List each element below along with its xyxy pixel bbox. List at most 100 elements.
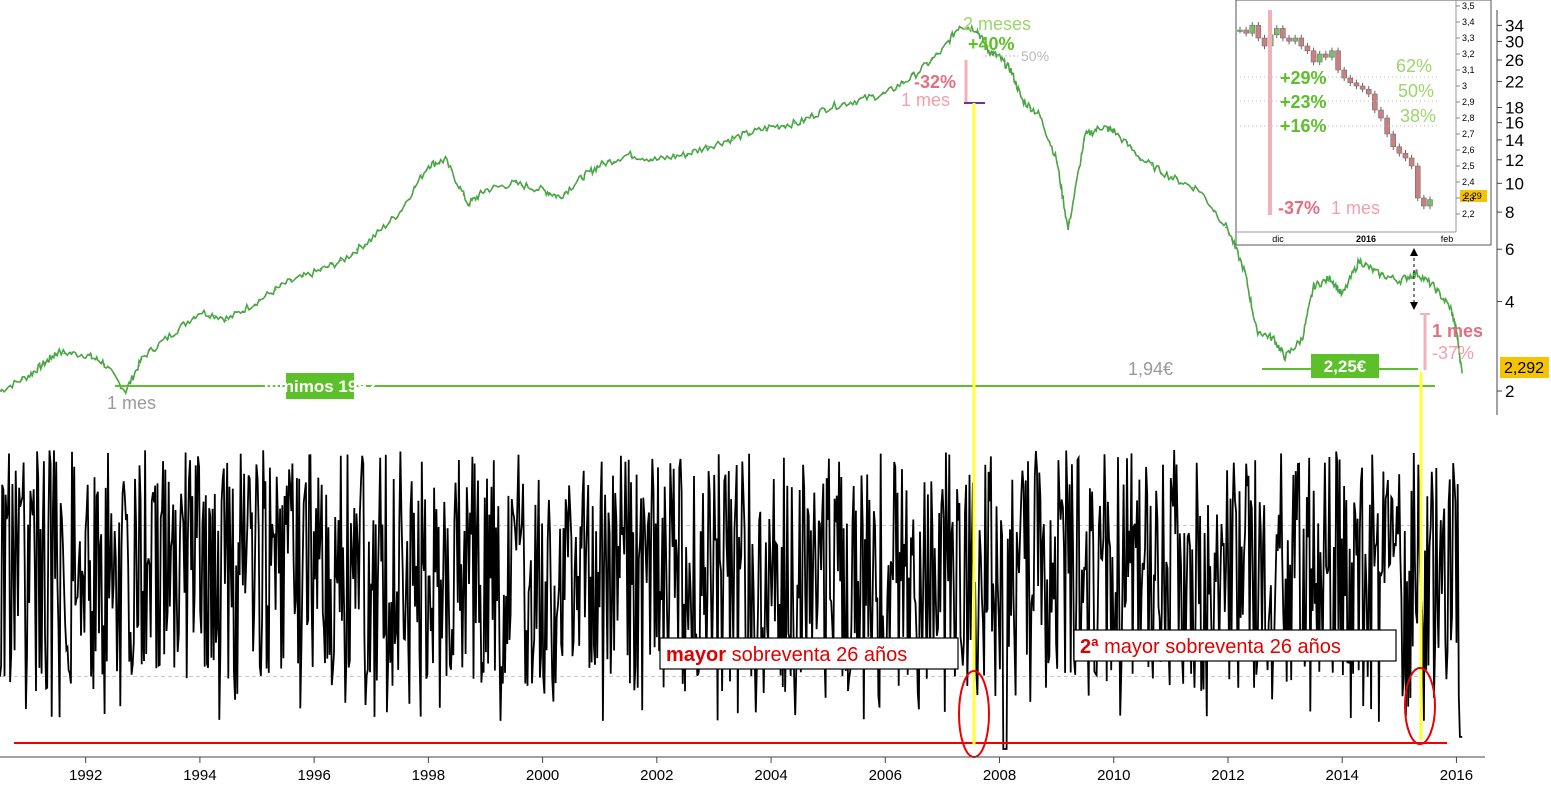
x-tick-label: 2016 bbox=[1440, 767, 1473, 784]
badge-225-text: 2,25€ bbox=[1324, 357, 1367, 376]
inset-y-tick-label: 3,4 bbox=[1462, 17, 1475, 27]
inset-candle-body bbox=[1408, 157, 1415, 167]
label-box-2016 bbox=[1073, 629, 1397, 662]
label-1mes-main: -37% bbox=[1432, 343, 1474, 363]
inset-candle-body bbox=[1402, 152, 1409, 159]
price-tag-text: 2,292 bbox=[1504, 360, 1544, 377]
label-segunda-sobreventa: 2ª mayor sobreventa 26 años bbox=[1080, 636, 1341, 658]
label-minimos-2012: 1,94€ bbox=[1128, 359, 1173, 379]
label-minimos-1992: 1 mes bbox=[107, 393, 156, 413]
x-tick-label: 2012 bbox=[1211, 767, 1244, 784]
inset-label-plus29: +29% bbox=[1280, 68, 1327, 88]
inset-y-tick-label: 2,7 bbox=[1462, 129, 1475, 139]
inset-label-plus16: +16% bbox=[1280, 116, 1327, 136]
price-y-tick-label: 30 bbox=[1505, 33, 1524, 52]
price-y-tick-label: 8 bbox=[1505, 203, 1514, 222]
inset-candle-body bbox=[1286, 37, 1292, 42]
arrow-up-head bbox=[1410, 248, 1418, 256]
inset-label-62: 62% bbox=[1396, 56, 1432, 76]
x-tick-label: 2002 bbox=[640, 767, 673, 784]
price-y-tick-label: 10 bbox=[1505, 174, 1524, 193]
inset-candle-body bbox=[1359, 85, 1366, 90]
price-y-tick-label: 34 bbox=[1505, 16, 1524, 35]
inset-label-38: 38% bbox=[1400, 106, 1436, 126]
inset-candle-body bbox=[1347, 77, 1354, 84]
inset-x-axis: dic 2016 feb bbox=[1272, 234, 1453, 244]
x-tick-label: 1992 bbox=[69, 767, 102, 784]
inset-candles bbox=[1237, 22, 1433, 210]
inset-y-tick-label: 2,2 bbox=[1462, 209, 1475, 219]
inset-candle-body bbox=[1298, 37, 1305, 47]
inset-candle-body bbox=[1243, 29, 1249, 34]
price-y-tick-label: 12 bbox=[1505, 151, 1524, 170]
x-tick-label: 2004 bbox=[754, 767, 787, 784]
inset-candle-body bbox=[1365, 88, 1372, 95]
label-50pct: 50% bbox=[1021, 48, 1049, 64]
inset-frame bbox=[1235, 0, 1492, 246]
label-box-2008 bbox=[659, 637, 959, 670]
price-y-tick-label: 2 bbox=[1505, 382, 1514, 401]
x-tick-label: 1998 bbox=[412, 767, 445, 784]
badge-194-text: mínimos 1992 bbox=[264, 377, 376, 396]
price-series-red-overlay bbox=[0, 25, 1462, 395]
inset-label-plus23: +23% bbox=[1280, 92, 1327, 112]
inset-label-minus37: -37% bbox=[1278, 198, 1320, 218]
inset-candle-body bbox=[1396, 146, 1403, 154]
inset-candle-body bbox=[1310, 50, 1317, 63]
price-series-line bbox=[0, 23, 1463, 396]
price-y-tick-label: 6 bbox=[1505, 240, 1514, 259]
badge-225 bbox=[1311, 354, 1379, 378]
price-panel bbox=[0, 23, 1463, 396]
x-tick-label: 2014 bbox=[1326, 767, 1359, 784]
label-mayor-sobreventa: mayor sobreventa 26 años bbox=[666, 644, 907, 666]
inset-candle-body bbox=[1372, 93, 1378, 111]
x-tick-label: 2010 bbox=[1097, 767, 1130, 784]
inset-candle-body bbox=[1280, 28, 1286, 39]
x-tick-label: 1996 bbox=[297, 767, 330, 784]
price-y-tick-label: 16 bbox=[1505, 114, 1524, 133]
inset-candle-body bbox=[1323, 53, 1329, 58]
inset-candle-body bbox=[1292, 37, 1298, 42]
price-y-tick-label: 4 bbox=[1505, 293, 1514, 312]
inset-y-tick-label: 2,8 bbox=[1462, 113, 1475, 123]
inset-y-tick-label: 2,9 bbox=[1462, 97, 1475, 107]
x-tick-label: 2008 bbox=[983, 767, 1016, 784]
oversold-circle-2016 bbox=[1404, 667, 1436, 745]
inset-y-tick-label: 2,3 bbox=[1462, 193, 1475, 203]
x-tick-label: 1994 bbox=[183, 767, 216, 784]
inset-y-tick-label: 3,1 bbox=[1462, 65, 1475, 75]
inset-candle-body bbox=[1378, 109, 1384, 119]
label-minus32: -32% bbox=[914, 72, 956, 92]
inset-y-axis: 3,5 3,4 3,3 3,2 3,1 3 2,9 2,8 2,7 2,6 2,5 2,4 2,3 2,2 bbox=[1456, 1, 1475, 219]
inset-candle-body bbox=[1390, 133, 1396, 148]
price-tag bbox=[1500, 357, 1549, 378]
inset-price-tag bbox=[1460, 190, 1487, 202]
inset-candle-body bbox=[1353, 82, 1360, 87]
inset-candle-body bbox=[1414, 165, 1421, 199]
x-tick-label: 2000 bbox=[526, 767, 559, 784]
inset-y-tick-label: 3,5 bbox=[1462, 1, 1475, 11]
label-minus37-main: 1 mes bbox=[1432, 321, 1483, 341]
inset-candle-body bbox=[1237, 29, 1243, 32]
inset-candle-body bbox=[1329, 50, 1335, 58]
inset-price-tag-text: 2,29 bbox=[1464, 191, 1482, 201]
inset-candle-body bbox=[1304, 45, 1311, 52]
price-y-tick-label: 14 bbox=[1505, 131, 1524, 150]
inset-label-50: 50% bbox=[1398, 81, 1434, 101]
inset-chart: 62% +29% 50% +23% 38% +16% -37% 1 mes 2,… bbox=[1235, 0, 1492, 246]
inset-candle-body bbox=[1249, 24, 1256, 34]
arrow-down-head bbox=[1410, 302, 1418, 310]
label-plus40: +40% bbox=[968, 34, 1015, 54]
inset-x-tick-label: dic bbox=[1272, 234, 1284, 244]
oscillator-panel bbox=[0, 449, 1463, 750]
inset-x-tick-label: feb bbox=[1441, 234, 1454, 244]
time-x-axis: 1992 1994 1996 1998 2000 2002 2004 2006 2008 2010… bbox=[0, 756, 1485, 784]
inset-x-tick-label: 2016 bbox=[1356, 234, 1376, 244]
inset-candle-body bbox=[1255, 24, 1262, 39]
inset-y-tick-label: 3,2 bbox=[1462, 49, 1475, 59]
label-2-meses: 2 meses bbox=[963, 14, 1031, 34]
price-y-tick-label: 18 bbox=[1505, 98, 1524, 117]
inset-candle-body bbox=[1341, 69, 1347, 79]
